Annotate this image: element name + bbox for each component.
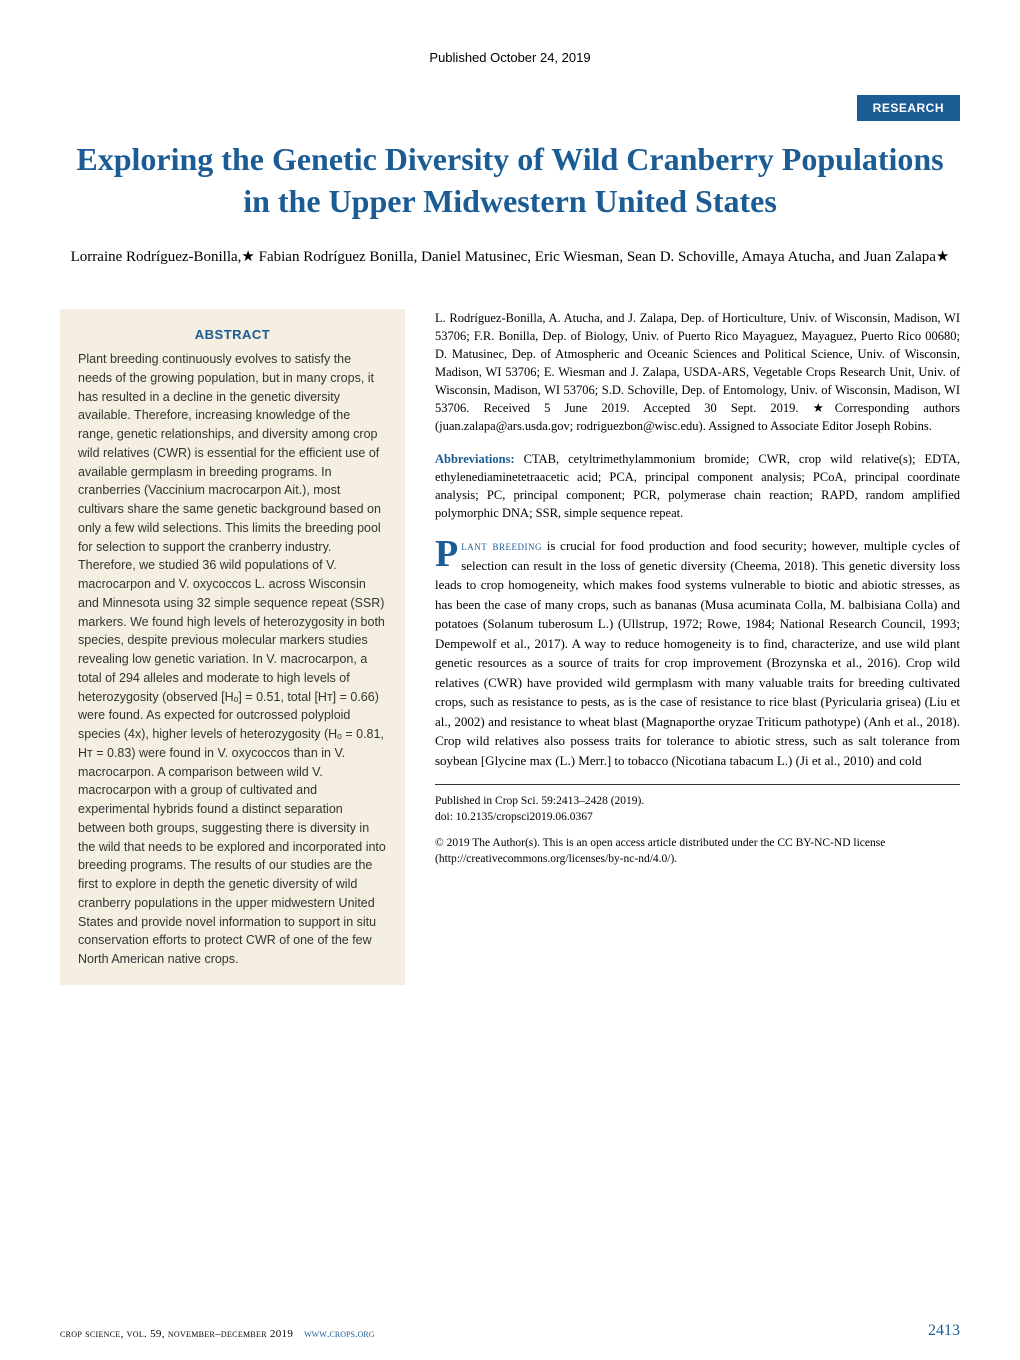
- lead-smallcaps: lant breeding: [461, 538, 542, 553]
- copyright-notice: © 2019 The Author(s). This is an open ac…: [435, 835, 960, 867]
- paper-title: Exploring the Genetic Diversity of Wild …: [60, 139, 960, 222]
- doi-line: doi: 10.2135/cropsci2019.06.0367: [435, 809, 960, 825]
- abstract-text: Plant breeding continuously evolves to s…: [78, 350, 387, 969]
- footer-journal: crop science, vol. 59, november–december…: [60, 1328, 293, 1340]
- page-footer: crop science, vol. 59, november–december…: [60, 1322, 960, 1340]
- publish-date: Published October 24, 2019: [60, 50, 960, 65]
- body-paragraph: Plant breeding is crucial for food produ…: [435, 536, 960, 770]
- citation-line: Published in Crop Sci. 59:2413–2428 (201…: [435, 793, 960, 809]
- abstract-box: ABSTRACT Plant breeding continuously evo…: [60, 309, 405, 985]
- author-affiliations: L. Rodríguez-Bonilla, A. Atucha, and J. …: [435, 309, 960, 436]
- body-text-content: is crucial for food production and food …: [435, 538, 960, 768]
- abbreviations-text: CTAB, cetyltrimethylammonium bromide; CW…: [435, 452, 960, 520]
- publication-info: Published in Crop Sci. 59:2413–2428 (201…: [435, 784, 960, 825]
- abbreviations-label: Abbreviations:: [435, 452, 515, 466]
- abstract-heading: ABSTRACT: [78, 325, 387, 345]
- page-number: 2413: [928, 1322, 960, 1340]
- footer-url: www.crops.org: [304, 1328, 374, 1340]
- left-column: ABSTRACT Plant breeding continuously evo…: [60, 309, 405, 985]
- dropcap-letter: P: [435, 536, 461, 570]
- footer-left-block: crop science, vol. 59, november–december…: [60, 1328, 375, 1340]
- abbreviations-block: Abbreviations: CTAB, cetyltrimethylammon…: [435, 450, 960, 523]
- two-column-layout: ABSTRACT Plant breeding continuously evo…: [60, 309, 960, 985]
- research-badge: RESEARCH: [857, 95, 960, 121]
- right-column: L. Rodríguez-Bonilla, A. Atucha, and J. …: [435, 309, 960, 985]
- author-list: Lorraine Rodríguez-Bonilla,★ Fabian Rodr…: [60, 246, 960, 269]
